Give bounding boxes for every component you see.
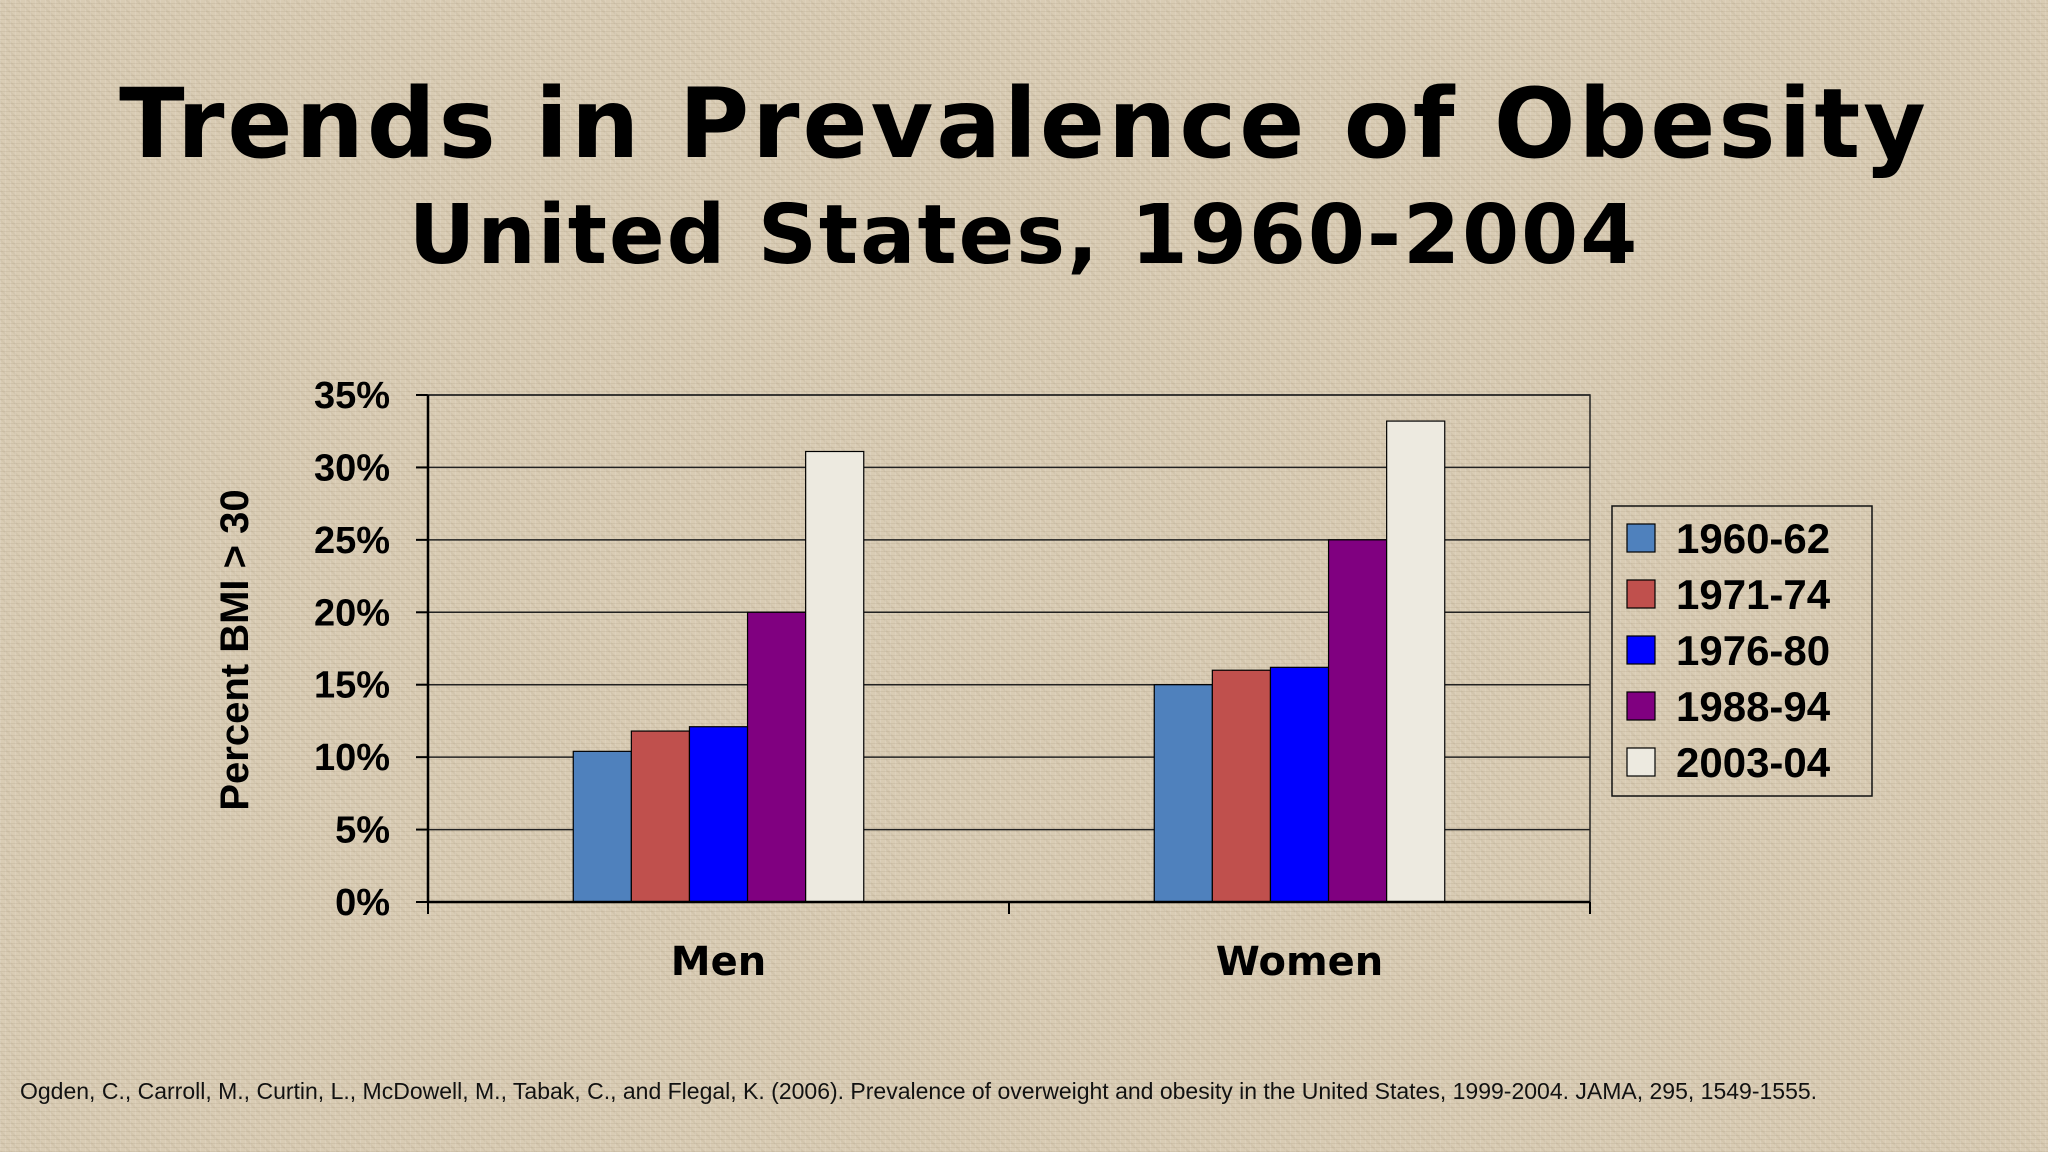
y-tick-label: 5%	[335, 810, 390, 852]
bar	[630, 730, 691, 903]
y-tick-label: 25%	[314, 520, 390, 562]
legend-box	[1611, 505, 1873, 797]
legend: 1960-62 1971-74 1976-80 1988-94 2003-04	[1611, 505, 1873, 797]
y-tick-labels: 0% 5% 10% 15% 20% 25% 30% 35%	[314, 375, 390, 924]
slide-subtitle: United States, 1960-2004	[408, 188, 1640, 283]
bar	[572, 750, 632, 903]
citation: Ogden, C., Carroll, M., Curtin, L., McDo…	[20, 1078, 1818, 1104]
bar	[1211, 669, 1272, 903]
bar	[688, 726, 749, 903]
bar	[1269, 666, 1330, 903]
bar	[1153, 684, 1213, 903]
legend-label: 1971-74	[1676, 571, 1831, 618]
x-category-label: Men	[671, 939, 766, 985]
legend-swatch	[1626, 635, 1656, 665]
legend-swatch	[1626, 579, 1656, 609]
y-tick-label: 15%	[314, 665, 390, 707]
axes	[416, 394, 1591, 914]
x-category-labels: Men Women	[671, 939, 1383, 985]
bars	[572, 420, 1446, 903]
bar	[1386, 420, 1446, 903]
y-tick-label: 0%	[335, 882, 390, 924]
legend-swatch	[1626, 691, 1656, 721]
y-axis-label: Percent BMI > 30	[213, 489, 257, 810]
y-tick-label: 20%	[314, 592, 390, 634]
x-category-label: Women	[1216, 939, 1383, 985]
y-tick-label: 30%	[314, 447, 390, 489]
bar	[1327, 539, 1388, 903]
y-tick-label: 10%	[314, 737, 390, 779]
y-tick-label: 35%	[314, 375, 390, 417]
legend-swatch	[1626, 747, 1656, 777]
legend-label: 2003-04	[1676, 739, 1831, 786]
bar	[746, 611, 807, 903]
bar	[805, 450, 865, 903]
slide-title: Trends in Prevalence of Obesity	[119, 68, 1929, 180]
legend-swatch	[1626, 523, 1656, 553]
legend-label: 1976-80	[1676, 627, 1830, 674]
legend-label: 1960-62	[1676, 515, 1830, 562]
legend-label: 1988-94	[1676, 683, 1831, 730]
